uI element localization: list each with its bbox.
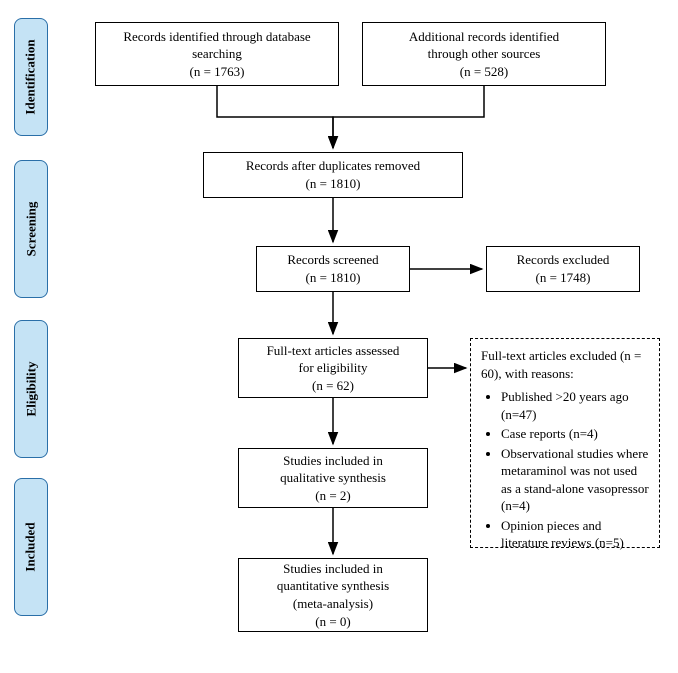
arrow-other-to-dup — [333, 86, 484, 148]
box-excluded-screen-l2: (n = 1748) — [536, 269, 591, 287]
box-db-search-l3: (n = 1763) — [190, 63, 245, 81]
stage-screening-text: Screening — [23, 202, 39, 257]
box-fulltext-assessed: Full-text articles assessed for eligibil… — [238, 338, 428, 398]
box-db-search: Records identified through database sear… — [95, 22, 339, 86]
box-qualitative-l2: qualitative synthesis — [280, 469, 386, 487]
box-fulltext-assessed-l3: (n = 62) — [312, 377, 354, 395]
box-fulltext-excluded-title: Full-text articles excluded (n = 60), wi… — [481, 347, 649, 382]
stage-identification-text: Identification — [23, 39, 39, 114]
stage-screening: Screening — [14, 160, 48, 298]
box-screened: Records screened (n = 1810) — [256, 246, 410, 292]
box-other-sources-l1: Additional records identified — [409, 28, 559, 46]
box-fulltext-excluded-b3: Observational studies where metaraminol … — [501, 445, 649, 515]
box-after-dup-l2: (n = 1810) — [306, 175, 361, 193]
box-quantitative-l2: quantitative synthesis — [277, 577, 389, 595]
box-qualitative: Studies included in qualitative synthesi… — [238, 448, 428, 508]
box-fulltext-assessed-l2: for eligibility — [299, 359, 368, 377]
stage-identification: Identification — [14, 18, 48, 136]
box-qualitative-l1: Studies included in — [283, 452, 383, 470]
box-quantitative-l3: (meta-analysis) — [293, 595, 373, 613]
box-db-search-l1: Records identified through database — [123, 28, 310, 46]
box-fulltext-excluded-b4: Opinion pieces and literature reviews (n… — [501, 517, 649, 552]
box-after-dup: Records after duplicates removed (n = 18… — [203, 152, 463, 198]
box-fulltext-assessed-l1: Full-text articles assessed — [267, 342, 400, 360]
box-qualitative-l3: (n = 2) — [315, 487, 351, 505]
box-fulltext-excluded-list: Published >20 years ago (n=47) Case repo… — [481, 388, 649, 554]
box-excluded-screen: Records excluded (n = 1748) — [486, 246, 640, 292]
box-screened-l1: Records screened — [287, 251, 378, 269]
box-quantitative-l1: Studies included in — [283, 560, 383, 578]
stage-included-text: Included — [23, 522, 39, 571]
box-fulltext-excluded-b1: Published >20 years ago (n=47) — [501, 388, 649, 423]
box-fulltext-excluded-b2: Case reports (n=4) — [501, 425, 649, 443]
box-fulltext-excluded: Full-text articles excluded (n = 60), wi… — [470, 338, 660, 548]
box-excluded-screen-l1: Records excluded — [517, 251, 610, 269]
box-screened-l2: (n = 1810) — [306, 269, 361, 287]
box-quantitative: Studies included in quantitative synthes… — [238, 558, 428, 632]
box-quantitative-l4: (n = 0) — [315, 613, 351, 631]
arrow-db-to-dup — [217, 86, 333, 148]
stage-eligibility: Eligibility — [14, 320, 48, 458]
stage-included: Included — [14, 478, 48, 616]
box-after-dup-l1: Records after duplicates removed — [246, 157, 420, 175]
box-other-sources-l3: (n = 528) — [460, 63, 509, 81]
stage-eligibility-text: Eligibility — [23, 362, 39, 417]
box-other-sources: Additional records identified through ot… — [362, 22, 606, 86]
box-other-sources-l2: through other sources — [428, 45, 541, 63]
box-db-search-l2: searching — [192, 45, 242, 63]
